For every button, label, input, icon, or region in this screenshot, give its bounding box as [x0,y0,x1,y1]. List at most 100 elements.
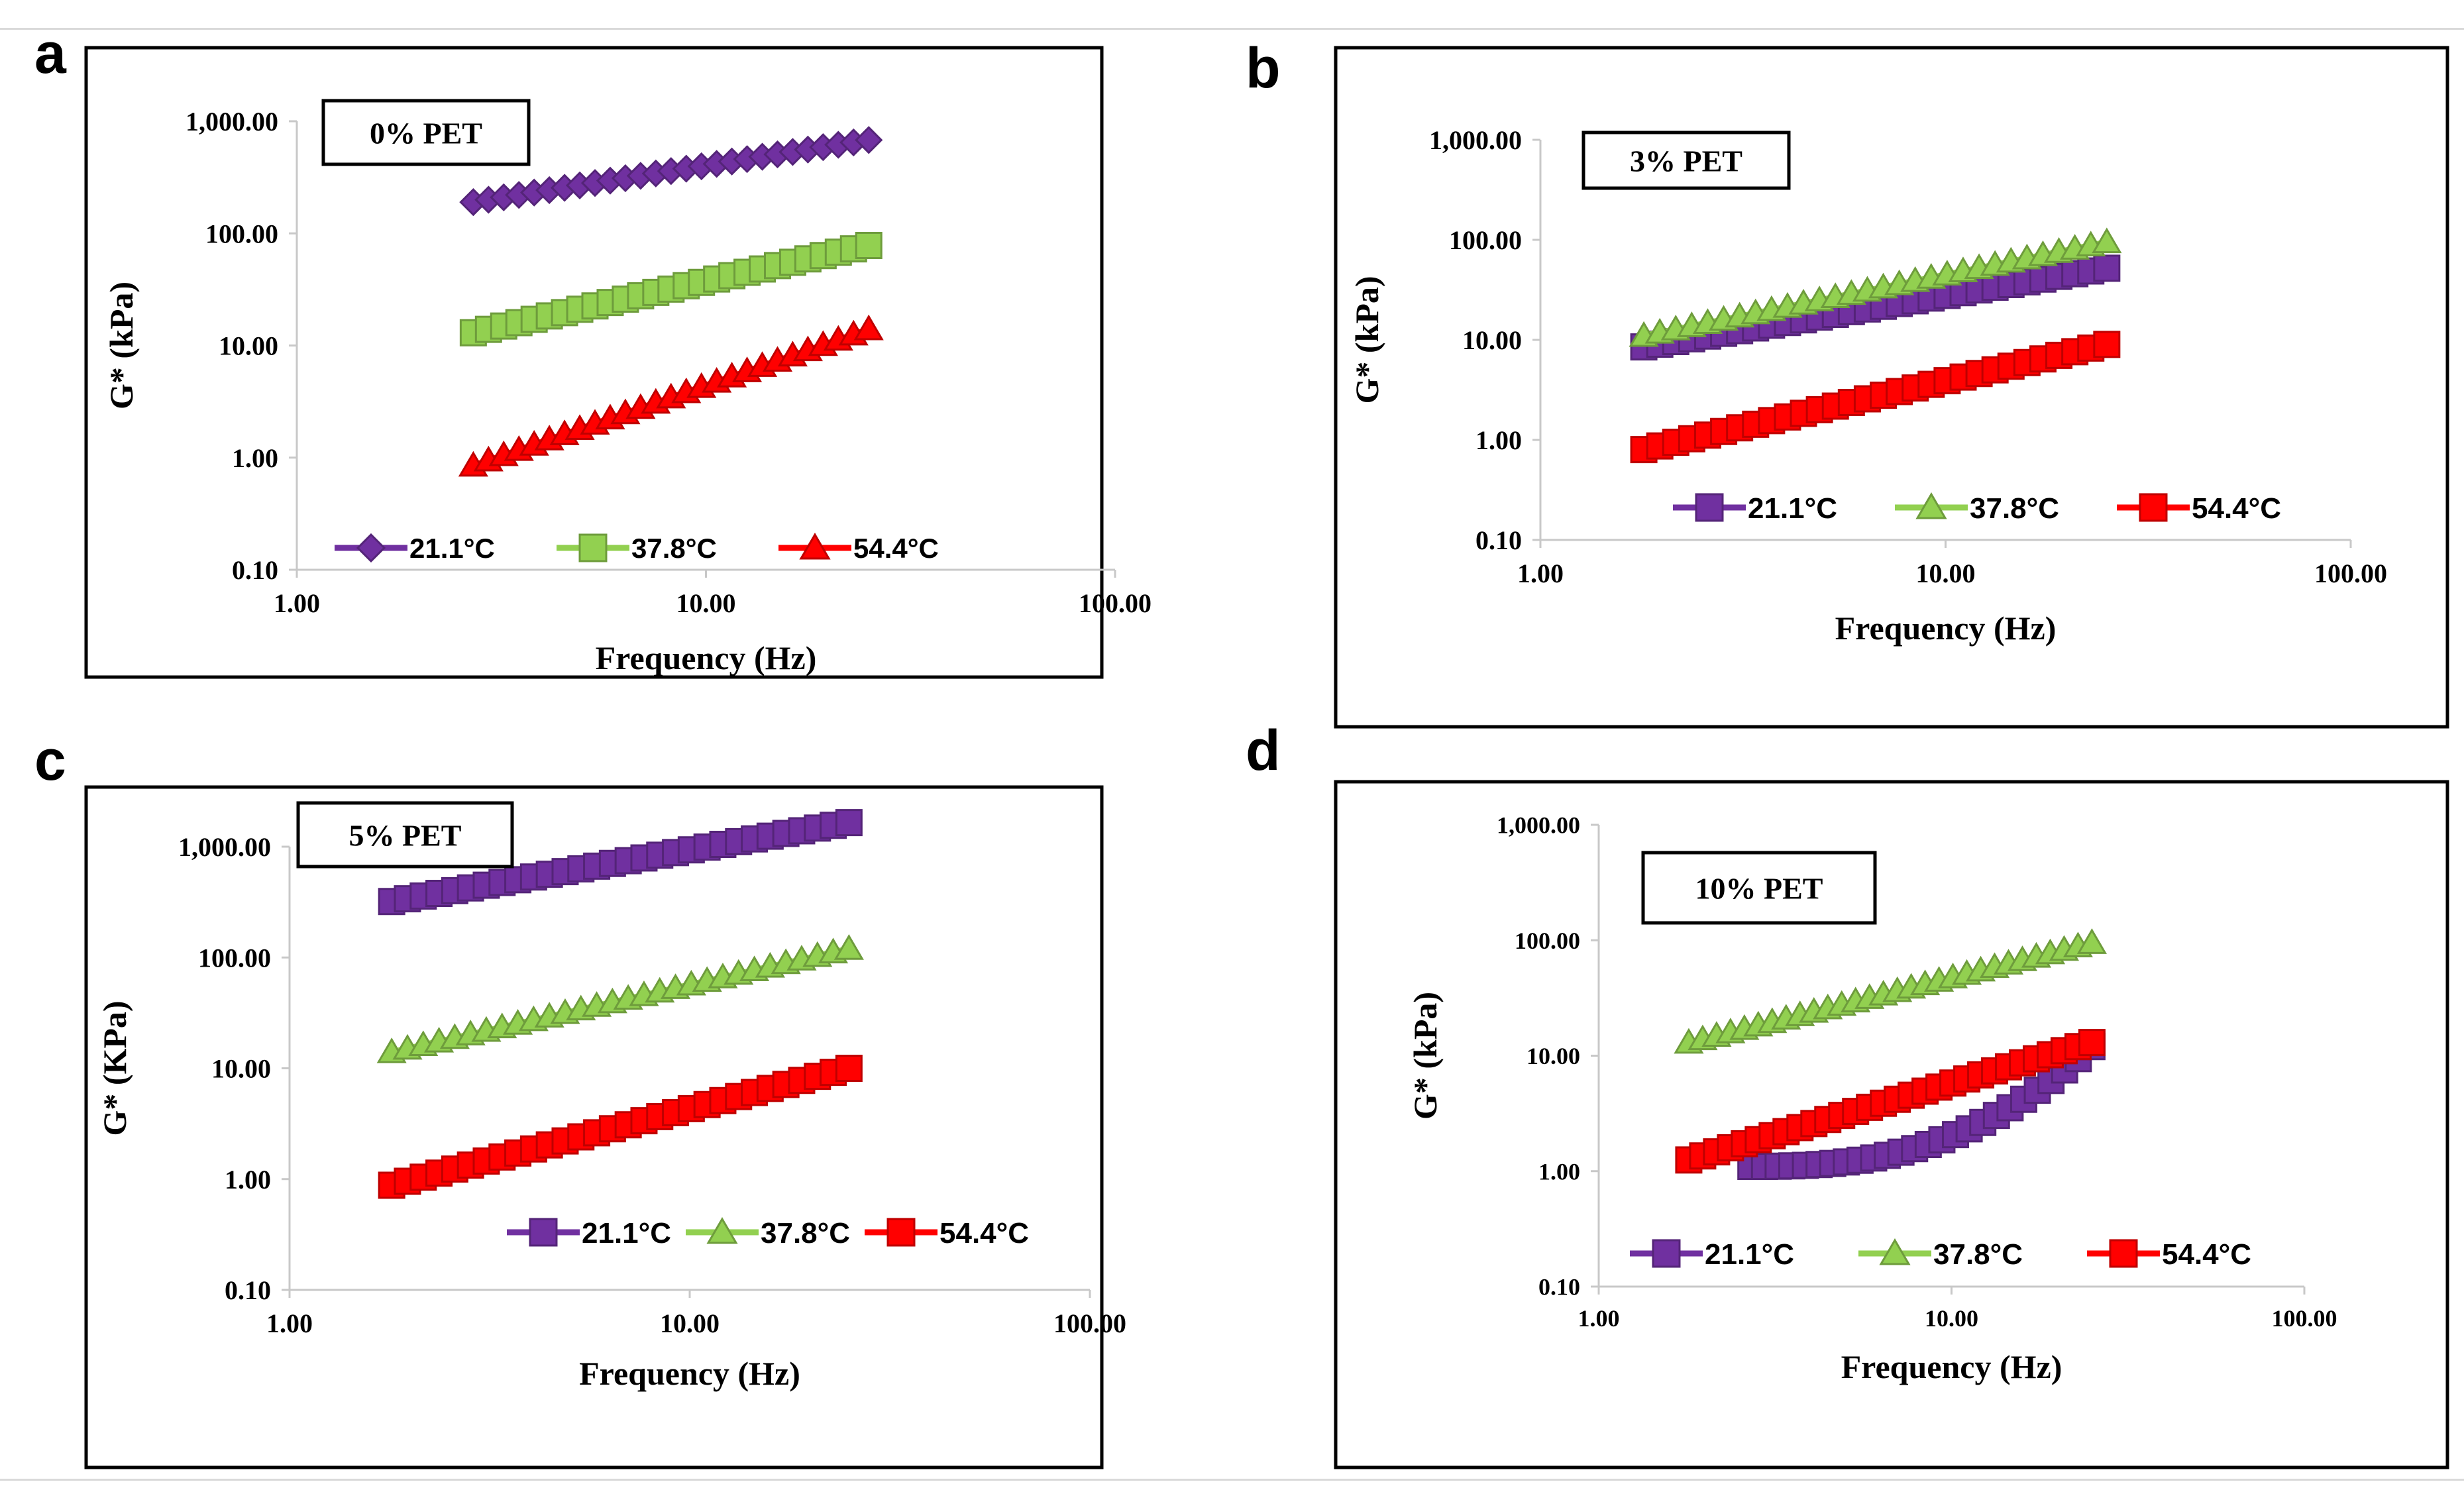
series-21.1°C [459,126,883,217]
data-point [855,126,883,154]
y-tick-label: 100.00 [1449,225,1522,255]
panel-frame [84,46,1104,679]
panel-title: 10% PET [1695,872,1823,906]
x-tick-label: 10.00 [676,588,736,618]
y-tick-label: 0.10 [232,555,278,585]
legend-item: 37.8°C [557,533,717,564]
series-37.8°C [1629,227,2122,347]
y-tick-label: 1.00 [1475,425,1522,455]
y-tick-label: 1.00 [1538,1158,1580,1185]
legend-item: 21.1°C [507,1217,671,1249]
legend-label: 54.4°C [2162,1238,2251,1271]
bottom-rule [0,1479,2464,1481]
legend-label: 21.1°C [409,533,495,564]
panel-frame [1334,780,2449,1469]
y-tick-label: 10.00 [1527,1043,1580,1069]
y-axis-label: G* (kPa) [103,282,140,409]
x-tick-label: 1.00 [1517,558,1564,588]
x-tick-label: 100.00 [2272,1305,2337,1332]
legend-item: 54.4°C [2117,492,2281,525]
series-54.4°C [1675,1029,2106,1174]
title-box [1641,851,1877,925]
legend-label: 21.1°C [1705,1238,1794,1271]
y-axis-label: G* (kPa) [1348,276,1385,403]
legend-marker [1652,1239,1681,1268]
data-point [835,1055,863,1082]
series-37.8°C [459,232,883,346]
x-axis-label: Frequency (Hz) [1841,1348,2062,1385]
legend-marker [886,1218,916,1247]
y-tick-label: 10.00 [219,331,278,361]
legend-label: 54.4°C [939,1217,1029,1249]
chart-panel-d: 0.10 1.00 10.00 100.00 1,000.00 1.00 10.00 100.… [1334,780,2449,1469]
y-tick-label: 1,000.00 [186,107,278,136]
data-point [2078,1029,2106,1057]
x-tick-label: 1.00 [1578,1305,1620,1332]
title-box [321,99,531,166]
panel-letter-b: b [1246,36,1281,100]
series-21.1°C [1737,1033,2106,1181]
legend-marker [2139,493,2168,522]
legend-marker [2109,1239,2138,1268]
x-axis-label: Frequency (Hz) [596,639,817,676]
y-tick-label: 10.00 [211,1054,271,1084]
x-tick-label: 1.00 [266,1308,313,1338]
data-point [833,934,864,960]
data-point [855,232,883,260]
y-axis-label: G* (KPa) [96,1000,133,1136]
y-tick-label: 1,000.00 [1429,125,1522,155]
top-rule [0,28,2464,30]
series-21.1°C [1630,254,2121,361]
panel-letter-d: d [1246,719,1281,782]
y-axis-label: G* (kPa) [1407,992,1444,1120]
title-box [296,801,514,869]
y-tick-label: 0.10 [1475,525,1522,555]
title-box [1581,131,1791,190]
legend-marker [529,1218,558,1247]
panel-title: 3% PET [1630,144,1742,178]
series-54.4°C [458,314,884,477]
series-37.8°C [376,934,864,1063]
x-tick-label: 10.00 [1925,1305,1978,1332]
y-tick-label: 1.00 [225,1165,271,1194]
panel-title: 5% PET [349,819,462,853]
legend-item: 37.8°C [686,1217,850,1249]
panel-letter-c: c [34,729,66,792]
data-point [835,809,863,837]
x-tick-label: 100.00 [2314,558,2387,588]
legend-label: 21.1°C [1748,492,1837,525]
legend-item: 37.8°C [1895,492,2059,525]
x-axis-label: Frequency (Hz) [1835,610,2057,647]
legend-label: 54.4°C [2192,492,2281,525]
legend-marker [1695,493,1724,522]
legend-label: 37.8°C [761,1217,850,1249]
legend-item: 54.4°C [2087,1238,2251,1271]
legend-label: 37.8°C [631,533,717,564]
y-tick-label: 10.00 [1462,325,1522,355]
legend-label: 54.4°C [853,533,939,564]
legend-item: 21.1°C [335,533,495,564]
legend-item: 21.1°C [1630,1238,1794,1271]
legend-marker [1915,492,1947,519]
legend-item: 37.8°C [1858,1238,2023,1271]
x-tick-label: 10.00 [660,1308,720,1338]
legend-label: 37.8°C [1970,492,2059,525]
data-point [2092,227,2122,254]
legend-marker [578,533,608,562]
legend-marker [799,533,831,560]
data-point [2076,928,2107,954]
x-tick-label: 10.00 [1916,558,1976,588]
y-tick-label: 100.00 [1515,928,1580,954]
series-54.4°C [378,1055,863,1199]
x-tick-label: 100.00 [1053,1308,1126,1338]
x-tick-label: 1.00 [274,588,320,618]
panel-letter-a: a [34,22,66,85]
y-tick-label: 1,000.00 [178,832,271,862]
legend-label: 37.8°C [1933,1238,2023,1271]
legend-item: 54.4°C [865,1217,1029,1249]
y-tick-label: 100.00 [205,219,278,248]
series-54.4°C [1630,331,2121,464]
